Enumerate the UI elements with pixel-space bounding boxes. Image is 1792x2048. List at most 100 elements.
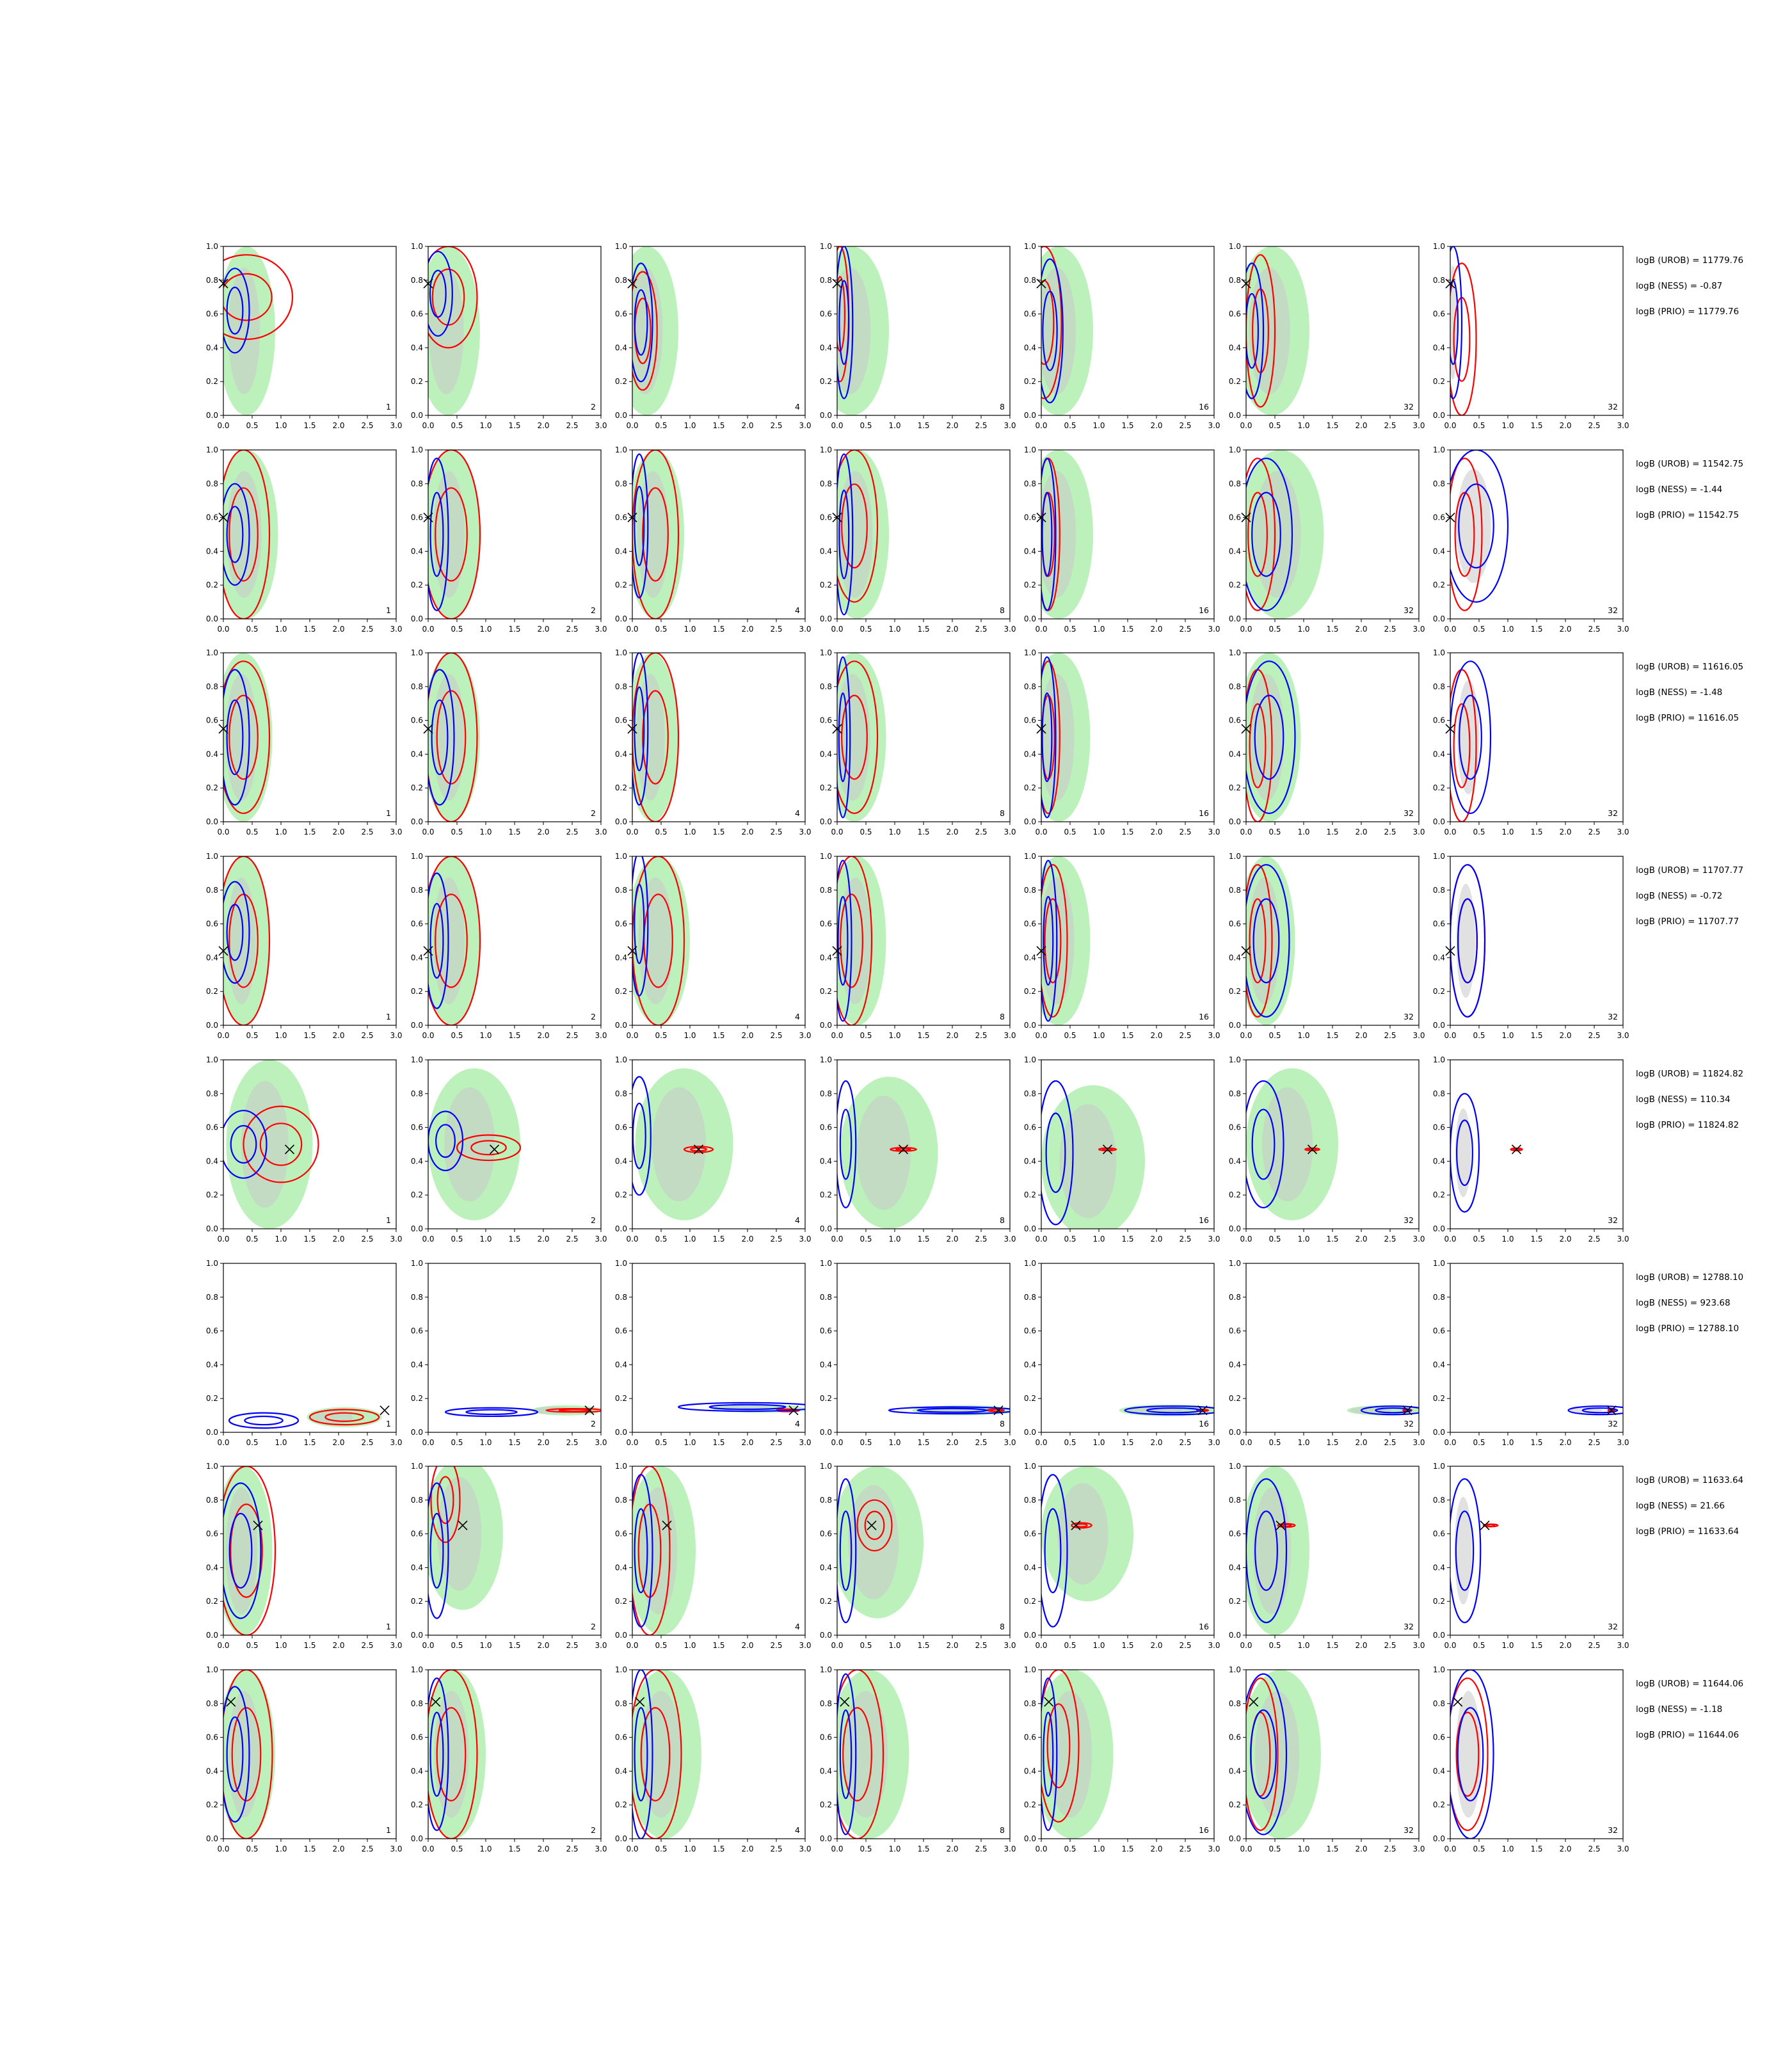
panel-r1-c6: 0.0 0.5 1.0 1.5 2.0 2.5 3.0 0.0 0.2 0.4 0.6 0.8 1.0 3… xyxy=(1229,242,1425,430)
x-tick-label: 1.5 xyxy=(1121,828,1133,836)
truth-marker xyxy=(662,1520,672,1530)
y-tick-label: 1.0 xyxy=(411,648,423,657)
y-tick-label: 0.4 xyxy=(411,953,423,962)
panel-label: 1 xyxy=(386,1215,391,1225)
panel-r5-c5: 0.0 0.5 1.0 1.5 2.0 2.5 3.0 0.0 0.2 0.4 0.6 0.8 1.0 1… xyxy=(1024,1055,1220,1244)
y-tick-label: 0.0 xyxy=(615,614,627,623)
red-contour-inner xyxy=(223,273,273,321)
y-tick-label: 0.0 xyxy=(820,614,832,623)
y-tick-label: 0.0 xyxy=(411,817,423,826)
red-contour-inner xyxy=(228,487,259,582)
blue-contour-outer xyxy=(1450,450,1509,603)
y-tick-label: 1.0 xyxy=(1229,1665,1241,1674)
y-tick-label: 0.0 xyxy=(1433,817,1445,826)
y-tick-label: 0.2 xyxy=(615,1597,627,1606)
red-contour-inner xyxy=(841,694,868,780)
blue-contour-outer xyxy=(1567,1405,1623,1416)
y-tick-label: 0.6 xyxy=(411,1733,423,1742)
x-tick-label: 2.5 xyxy=(1588,828,1600,836)
truth-marker xyxy=(380,1405,390,1416)
x-tick-label: 0.5 xyxy=(451,625,463,634)
x-tick-label: 2.5 xyxy=(1588,421,1600,430)
panel-r1-c4: 0.0 0.5 1.0 1.5 2.0 2.5 3.0 0.0 0.2 0.4 0.6 0.8 1.0 8 xyxy=(820,242,1016,430)
y-tick-label: 0.0 xyxy=(615,1428,627,1437)
blue-contour-outer xyxy=(223,1482,262,1619)
panel-label: 16 xyxy=(1199,1419,1209,1428)
red-contour-outer xyxy=(428,653,478,822)
x-tick-label: 2.5 xyxy=(1588,1438,1600,1447)
x-tick-label: 1.5 xyxy=(1530,421,1542,430)
x-tick-label: 0.0 xyxy=(217,1641,229,1650)
grey-density xyxy=(1059,1104,1117,1219)
x-tick-label: 0.0 xyxy=(217,421,229,430)
x-tick-label: 1.5 xyxy=(917,421,929,430)
panel-label: 8 xyxy=(1000,808,1005,818)
grey-density xyxy=(839,877,872,1004)
truth-marker xyxy=(1453,1697,1463,1707)
y-tick-label: 0.0 xyxy=(820,1631,832,1640)
x-tick-label: 3.0 xyxy=(595,828,607,836)
y-tick-label: 1.0 xyxy=(1433,1259,1445,1268)
y-tick-label: 0.6 xyxy=(820,1123,832,1132)
y-tick-label: 0.8 xyxy=(820,1293,832,1302)
x-tick-label: 2.0 xyxy=(332,1031,344,1040)
x-tick-label: 0.5 xyxy=(655,421,667,430)
y-tick-label: 0.4 xyxy=(1433,1563,1445,1572)
blue-contour-inner xyxy=(1146,1407,1202,1414)
y-tick-label: 0.4 xyxy=(411,547,423,556)
x-tick-label: 0.0 xyxy=(1444,421,1456,430)
x-tick-label: 0.5 xyxy=(1268,421,1281,430)
y-tick-label: 0.4 xyxy=(206,1766,218,1775)
panel-r1-c7: 0.0 0.5 1.0 1.5 2.0 2.5 3.0 0.0 0.2 0.4 0.6 0.8 1.0 3… xyxy=(1433,242,1629,430)
x-tick-label: 1.5 xyxy=(1121,1844,1133,1853)
x-tick-label: 0.5 xyxy=(1473,1844,1485,1853)
y-tick-label: 1.0 xyxy=(820,852,832,861)
y-tick-label: 0.0 xyxy=(1229,614,1241,623)
y-tick-label: 0.2 xyxy=(206,1190,218,1199)
panel-r2-c5: 0.0 0.5 1.0 1.5 2.0 2.5 3.0 0.0 0.2 0.4 0.6 0.8 1.0 1… xyxy=(1024,445,1220,634)
y-tick-label: 1.0 xyxy=(615,852,627,861)
panel-label: 1 xyxy=(386,1419,391,1428)
y-tick-label: 0.2 xyxy=(615,580,627,589)
blue-contour-outer xyxy=(1246,458,1293,611)
y-tick-label: 0.2 xyxy=(206,783,218,792)
y-tick-label: 0.0 xyxy=(1229,1224,1241,1233)
y-tick-label: 0.6 xyxy=(615,1733,627,1742)
x-tick-label: 3.0 xyxy=(1208,1844,1220,1853)
y-tick-label: 1.0 xyxy=(206,445,218,454)
panel-label: 32 xyxy=(1404,1215,1414,1225)
red-contour-inner xyxy=(989,1409,1002,1412)
x-tick-label: 2.0 xyxy=(741,828,753,836)
logb-annotation: logB (NESS) = -0.87 xyxy=(1636,281,1723,291)
x-tick-label: 2.0 xyxy=(1150,1235,1162,1244)
x-tick-label: 1.0 xyxy=(1092,1031,1105,1040)
x-tick-label: 1.0 xyxy=(275,1844,287,1853)
grey-density xyxy=(241,1081,289,1208)
x-tick-label: 0.5 xyxy=(1064,1235,1076,1244)
blue-contour-outer xyxy=(223,268,250,354)
y-tick-label: 0.0 xyxy=(411,411,423,420)
red-contour-outer xyxy=(1041,660,1060,814)
y-tick-label: 0.6 xyxy=(1024,1530,1036,1539)
x-tick-label: 0.5 xyxy=(1268,1031,1281,1040)
panel-label: 2 xyxy=(591,1825,596,1835)
x-tick-label: 0.5 xyxy=(451,1844,463,1853)
panel-r4-c5: 0.0 0.5 1.0 1.5 2.0 2.5 3.0 0.0 0.2 0.4 0.6 0.8 1.0 1… xyxy=(1024,852,1220,1040)
y-tick-label: 0.8 xyxy=(615,1496,627,1505)
y-tick-label: 0.4 xyxy=(1024,749,1036,758)
truth-marker xyxy=(1480,1520,1490,1530)
y-tick-label: 0.8 xyxy=(820,1699,832,1708)
x-tick-label: 3.0 xyxy=(1617,1844,1629,1853)
x-tick-label: 1.5 xyxy=(1326,828,1338,836)
x-tick-label: 0.0 xyxy=(1444,1844,1456,1853)
panel-r6-c6: 0.0 0.5 1.0 1.5 2.0 2.5 3.0 0.0 0.2 0.4 0.6 0.8 1.0 3… xyxy=(1229,1259,1425,1447)
blue-contour-outer xyxy=(837,453,854,616)
y-tick-label: 0.0 xyxy=(1433,1224,1445,1233)
red-contour-inner xyxy=(324,1412,364,1422)
red-contour-outer xyxy=(223,1466,276,1635)
blue-contour-outer xyxy=(1246,262,1265,399)
y-tick-label: 0.2 xyxy=(1229,1394,1241,1403)
blue-contour-outer xyxy=(632,856,649,996)
y-tick-label: 0.6 xyxy=(1433,1530,1445,1539)
x-tick-label: 1.0 xyxy=(1501,421,1514,430)
